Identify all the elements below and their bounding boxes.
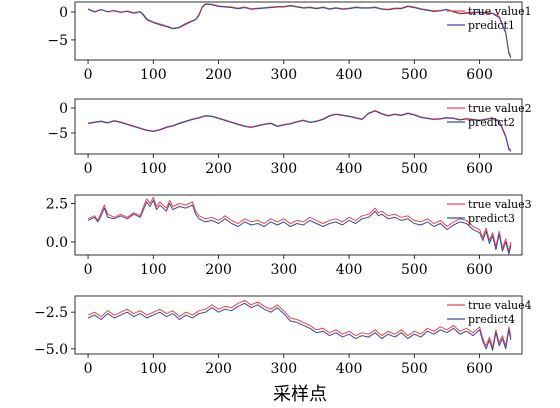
x-tick-label: 400	[336, 361, 363, 377]
y-tick-label: 0	[59, 5, 68, 21]
legend-label: predict4	[468, 313, 515, 326]
series-line-1-2	[87, 3, 512, 59]
x-tick-label: 600	[466, 67, 493, 83]
x-tick-label: 500	[401, 161, 428, 177]
legend-label: true value4	[468, 299, 532, 312]
x-tick-label: 0	[84, 361, 93, 377]
subplot-4: 0 100 200 300 400 500 600 −2.5 −5.0 true value4pr…	[34, 295, 532, 377]
x-tick-label: 500	[401, 262, 428, 278]
x-tick-label: 600	[466, 161, 493, 177]
legend-label: predict3	[468, 212, 515, 225]
x-tick-label: 0	[84, 262, 93, 278]
axes-frame-3	[74, 194, 523, 256]
y-tick-label: −5.0	[34, 342, 68, 358]
series-line-4-1	[87, 299, 512, 348]
legend-label: true value1	[468, 5, 532, 18]
x-tick-label: 200	[205, 67, 232, 83]
x-tick-label: 600	[466, 361, 493, 377]
x-tick-label: 400	[336, 262, 363, 278]
legend-label: true value2	[468, 102, 532, 115]
y-tick-label: 2.5	[46, 196, 68, 212]
x-tick-label: 200	[205, 161, 232, 177]
x-tick-label: 100	[140, 67, 167, 83]
y-tick-label: −5	[47, 33, 68, 49]
x-tick-label: 300	[270, 361, 297, 377]
legend-label: true value3	[468, 198, 532, 211]
x-tick-label: 200	[205, 262, 232, 278]
x-tick-label: 400	[336, 67, 363, 83]
x-tick-label: 300	[270, 262, 297, 278]
legend-label: predict2	[468, 116, 515, 129]
series-line-3-2	[87, 199, 512, 255]
x-axis-label: 采样点	[273, 384, 327, 405]
x-tick-label: 600	[466, 262, 493, 278]
x-tick-label: 100	[140, 262, 167, 278]
x-tick-label: 100	[140, 361, 167, 377]
series-line-3-1	[87, 196, 512, 252]
x-tick-label: 300	[270, 161, 297, 177]
x-tick-label: 200	[205, 361, 232, 377]
x-tick-label: 500	[401, 361, 428, 377]
axes-frame-2	[74, 98, 523, 155]
axes-frame-4	[74, 295, 523, 355]
legend-label: predict1	[468, 19, 515, 32]
x-tick-label: 0	[84, 67, 93, 83]
x-tick-label: 300	[270, 67, 297, 83]
series-line-1-1	[87, 3, 512, 57]
x-tick-label: 100	[140, 161, 167, 177]
subplot-1: 0 100 200 300 400 500 600 0 −5 true value1predict…	[47, 1, 532, 83]
x-tick-label: 500	[401, 67, 428, 83]
series-line-2-2	[88, 110, 512, 152]
y-tick-label: 0.0	[46, 235, 68, 251]
axes-frame-1	[74, 1, 523, 61]
y-tick-label: −5	[47, 126, 68, 142]
subplot-2: 0 100 200 300 400 500 600 0 −5 true value2predict…	[47, 98, 532, 177]
subplot-3: 0 100 200 300 400 500 600 2.5 0.0 true value3pred…	[46, 194, 532, 278]
series-line-4-2	[87, 302, 512, 351]
x-tick-label: 400	[336, 161, 363, 177]
series-line-2-1	[88, 110, 512, 151]
y-tick-label: 0	[59, 101, 68, 117]
x-tick-label: 0	[84, 161, 93, 177]
y-tick-label: −2.5	[34, 305, 68, 321]
